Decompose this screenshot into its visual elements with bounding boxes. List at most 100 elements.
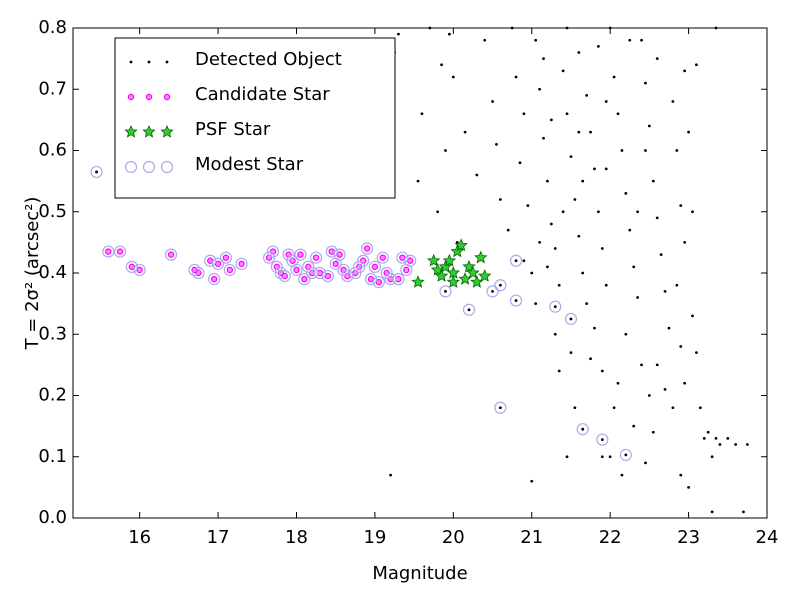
legend-marker	[124, 160, 138, 174]
legend-marker	[147, 60, 151, 64]
candidate-point	[336, 251, 343, 258]
modest-point	[282, 248, 295, 261]
modest-point	[372, 276, 385, 289]
detected-point	[671, 406, 675, 410]
modest-point	[494, 401, 507, 414]
modest-point	[321, 269, 334, 283]
detected-point	[663, 289, 667, 293]
legend-box	[114, 37, 396, 199]
detected-point	[640, 38, 643, 42]
candidate-point	[379, 254, 386, 261]
detected-point	[557, 369, 561, 373]
x-tick-label: 21	[520, 527, 543, 548]
detected-point	[538, 87, 541, 91]
detected-point	[436, 210, 440, 214]
y-tick-label: 0.0	[38, 507, 67, 528]
modest-point	[313, 266, 327, 280]
detected-point	[644, 461, 647, 465]
detected-point	[577, 130, 581, 134]
detected-point	[542, 57, 545, 61]
detected-point	[651, 430, 655, 434]
detected-point	[585, 302, 589, 306]
modest-point	[392, 273, 405, 286]
y-tick-label: 0.3	[38, 323, 67, 344]
modest-point	[576, 423, 589, 436]
detected-point	[498, 198, 502, 201]
detected-point	[687, 485, 690, 489]
detected-point	[726, 436, 730, 440]
detected-point	[659, 253, 663, 257]
detected-point	[695, 63, 698, 67]
candidate-point	[332, 260, 339, 268]
modest-point	[384, 273, 397, 286]
detected-point	[530, 271, 534, 275]
detected-point	[440, 63, 443, 67]
modest-point	[262, 251, 276, 264]
modest-point	[208, 273, 221, 286]
detected-point	[604, 100, 608, 103]
detected-point	[463, 130, 467, 134]
legend-marker	[163, 93, 171, 101]
detected-point	[640, 363, 643, 367]
detected-point	[518, 161, 522, 165]
detected-point	[534, 38, 538, 42]
detected-point	[628, 38, 632, 42]
detected-point	[714, 436, 718, 440]
detected-point	[597, 210, 600, 214]
detected-point	[397, 32, 400, 36]
legend-label: Detected Object	[195, 49, 342, 70]
modest-point	[509, 254, 523, 267]
detected-point	[581, 179, 585, 183]
detected-point	[491, 100, 494, 103]
modest-point	[306, 266, 319, 280]
detected-point	[565, 455, 569, 459]
candidate-point	[301, 275, 308, 283]
detected-point	[514, 75, 518, 79]
detected-point	[561, 69, 565, 73]
y-tick-label: 0.1	[38, 446, 67, 467]
detected-point	[604, 167, 608, 171]
detected-point	[679, 204, 683, 208]
psf-point	[454, 238, 468, 252]
modest-point	[102, 245, 115, 258]
psf-point	[470, 275, 484, 288]
detected-point	[683, 381, 687, 385]
detected-point	[498, 406, 502, 410]
detected-point	[506, 228, 510, 232]
modest-point	[349, 266, 362, 280]
detected-point	[95, 170, 98, 174]
modest-point	[596, 433, 609, 446]
modest-point	[462, 303, 476, 316]
detected-point	[616, 112, 620, 116]
legend-marker	[129, 60, 133, 64]
modest-point	[494, 279, 507, 292]
detected-point	[600, 438, 604, 441]
detected-point	[671, 100, 675, 103]
detected-point	[475, 173, 479, 177]
detected-point	[624, 453, 628, 457]
detected-point	[687, 130, 690, 134]
detected-point	[577, 51, 581, 54]
detected-point	[651, 179, 655, 183]
detected-point	[600, 455, 604, 459]
detected-point	[553, 247, 557, 250]
candidate-point	[136, 266, 143, 274]
psf-point	[450, 244, 465, 258]
detected-point	[628, 228, 632, 232]
detected-point	[444, 289, 447, 293]
detected-point	[612, 406, 616, 410]
detected-point	[647, 124, 651, 128]
detected-point	[498, 283, 502, 287]
y-tick-label: 0.4	[38, 262, 67, 283]
detected-point	[683, 240, 687, 244]
detected-point	[577, 234, 581, 238]
psf-point	[426, 253, 441, 267]
detected-point	[679, 473, 683, 477]
detected-point	[448, 32, 451, 36]
detected-point	[718, 443, 722, 446]
detected-point	[600, 369, 604, 373]
y-tick-label: 0.7	[38, 78, 67, 99]
detected-point	[620, 149, 624, 152]
legend-marker	[160, 160, 174, 174]
modest-point	[376, 251, 389, 264]
